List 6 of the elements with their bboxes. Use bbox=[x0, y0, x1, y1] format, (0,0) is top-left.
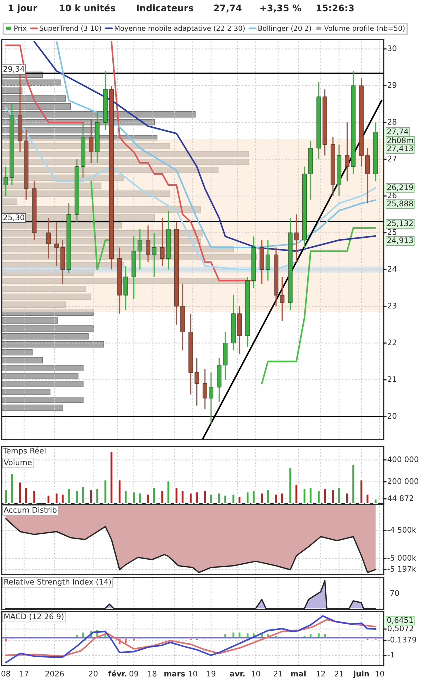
text: +3,35 % bbox=[260, 4, 302, 13]
text: 1 jour bbox=[9, 4, 38, 14]
text: 10 k unités bbox=[60, 4, 116, 12]
text: 27,74 bbox=[214, 4, 242, 13]
text: 15:26:3 bbox=[317, 4, 354, 12]
text: Indicateurs bbox=[137, 4, 194, 12]
